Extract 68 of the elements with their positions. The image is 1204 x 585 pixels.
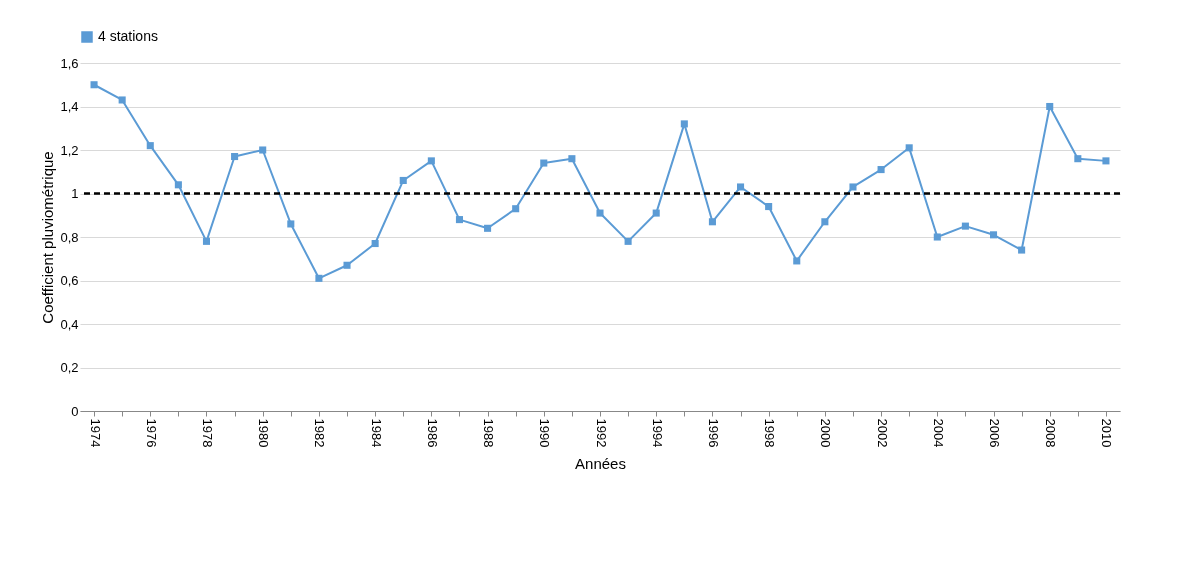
legend-label: 4 stations xyxy=(98,28,158,44)
x-tick-label: 1982 xyxy=(312,418,328,448)
x-tick-label: 1996 xyxy=(705,418,721,448)
point xyxy=(877,166,885,174)
y-tick-label: 0,6 xyxy=(60,273,79,288)
y-axis-title: Coefficient pluviométrique xyxy=(39,151,57,324)
point xyxy=(624,237,632,245)
point xyxy=(1102,157,1110,165)
y-tick-label: 1,2 xyxy=(60,142,79,158)
x-tick-label: 1988 xyxy=(481,418,497,448)
point xyxy=(765,203,773,211)
point xyxy=(90,81,98,89)
point xyxy=(427,157,435,165)
x-tick-label: 2006 xyxy=(987,418,1003,448)
x-tick-label: 2008 xyxy=(1043,418,1059,448)
x-tick-label: 2004 xyxy=(930,418,946,448)
point xyxy=(652,209,660,217)
point xyxy=(484,224,492,232)
point xyxy=(146,142,154,150)
y-tick-label: 1,6 xyxy=(60,55,79,71)
point xyxy=(343,261,351,269)
x-tick-label: 2000 xyxy=(818,418,834,448)
point xyxy=(821,218,829,226)
point xyxy=(905,144,913,152)
x-axis-title: Années xyxy=(575,455,626,473)
point xyxy=(961,222,969,230)
y-tick-label: 0 xyxy=(71,403,79,419)
point xyxy=(174,181,182,189)
point xyxy=(455,216,463,224)
point xyxy=(202,237,211,245)
x-tick-label: 1984 xyxy=(368,418,384,448)
x-tick-label: 1974 xyxy=(87,418,103,448)
point xyxy=(793,257,801,265)
x-tick-label: 1990 xyxy=(537,418,553,448)
point xyxy=(315,274,323,282)
point xyxy=(259,146,267,154)
point xyxy=(849,183,857,191)
y-tick-label: 0,2 xyxy=(60,360,79,375)
point xyxy=(231,152,239,161)
point xyxy=(118,96,126,104)
x-tick-label: 1998 xyxy=(762,418,778,448)
point xyxy=(933,233,941,241)
y-tick-label: 0,4 xyxy=(60,316,79,332)
x-tick-label: 1994 xyxy=(649,418,665,448)
point xyxy=(568,155,576,163)
x-tick-label: 1978 xyxy=(199,418,215,448)
point xyxy=(371,239,379,248)
point xyxy=(399,176,407,184)
point xyxy=(989,231,998,239)
point xyxy=(737,183,745,191)
x-tick-label: 1980 xyxy=(256,418,272,448)
point xyxy=(512,205,520,213)
point xyxy=(596,209,604,217)
y-tick-label: 0,8 xyxy=(60,229,79,245)
point xyxy=(1074,155,1082,163)
point xyxy=(1046,102,1054,111)
point xyxy=(1018,246,1026,254)
point xyxy=(680,120,688,128)
x-tick-label: 2010 xyxy=(1099,418,1115,448)
x-tick-label: 1992 xyxy=(593,418,609,448)
y-tick-label: 1 xyxy=(71,186,79,201)
x-tick-label: 2002 xyxy=(874,418,890,448)
point xyxy=(540,159,548,167)
y-tick-label: 1,4 xyxy=(60,99,79,114)
point xyxy=(287,220,295,228)
x-tick-label: 1986 xyxy=(424,418,440,448)
point xyxy=(708,218,716,226)
x-tick-label: 1976 xyxy=(143,418,159,448)
